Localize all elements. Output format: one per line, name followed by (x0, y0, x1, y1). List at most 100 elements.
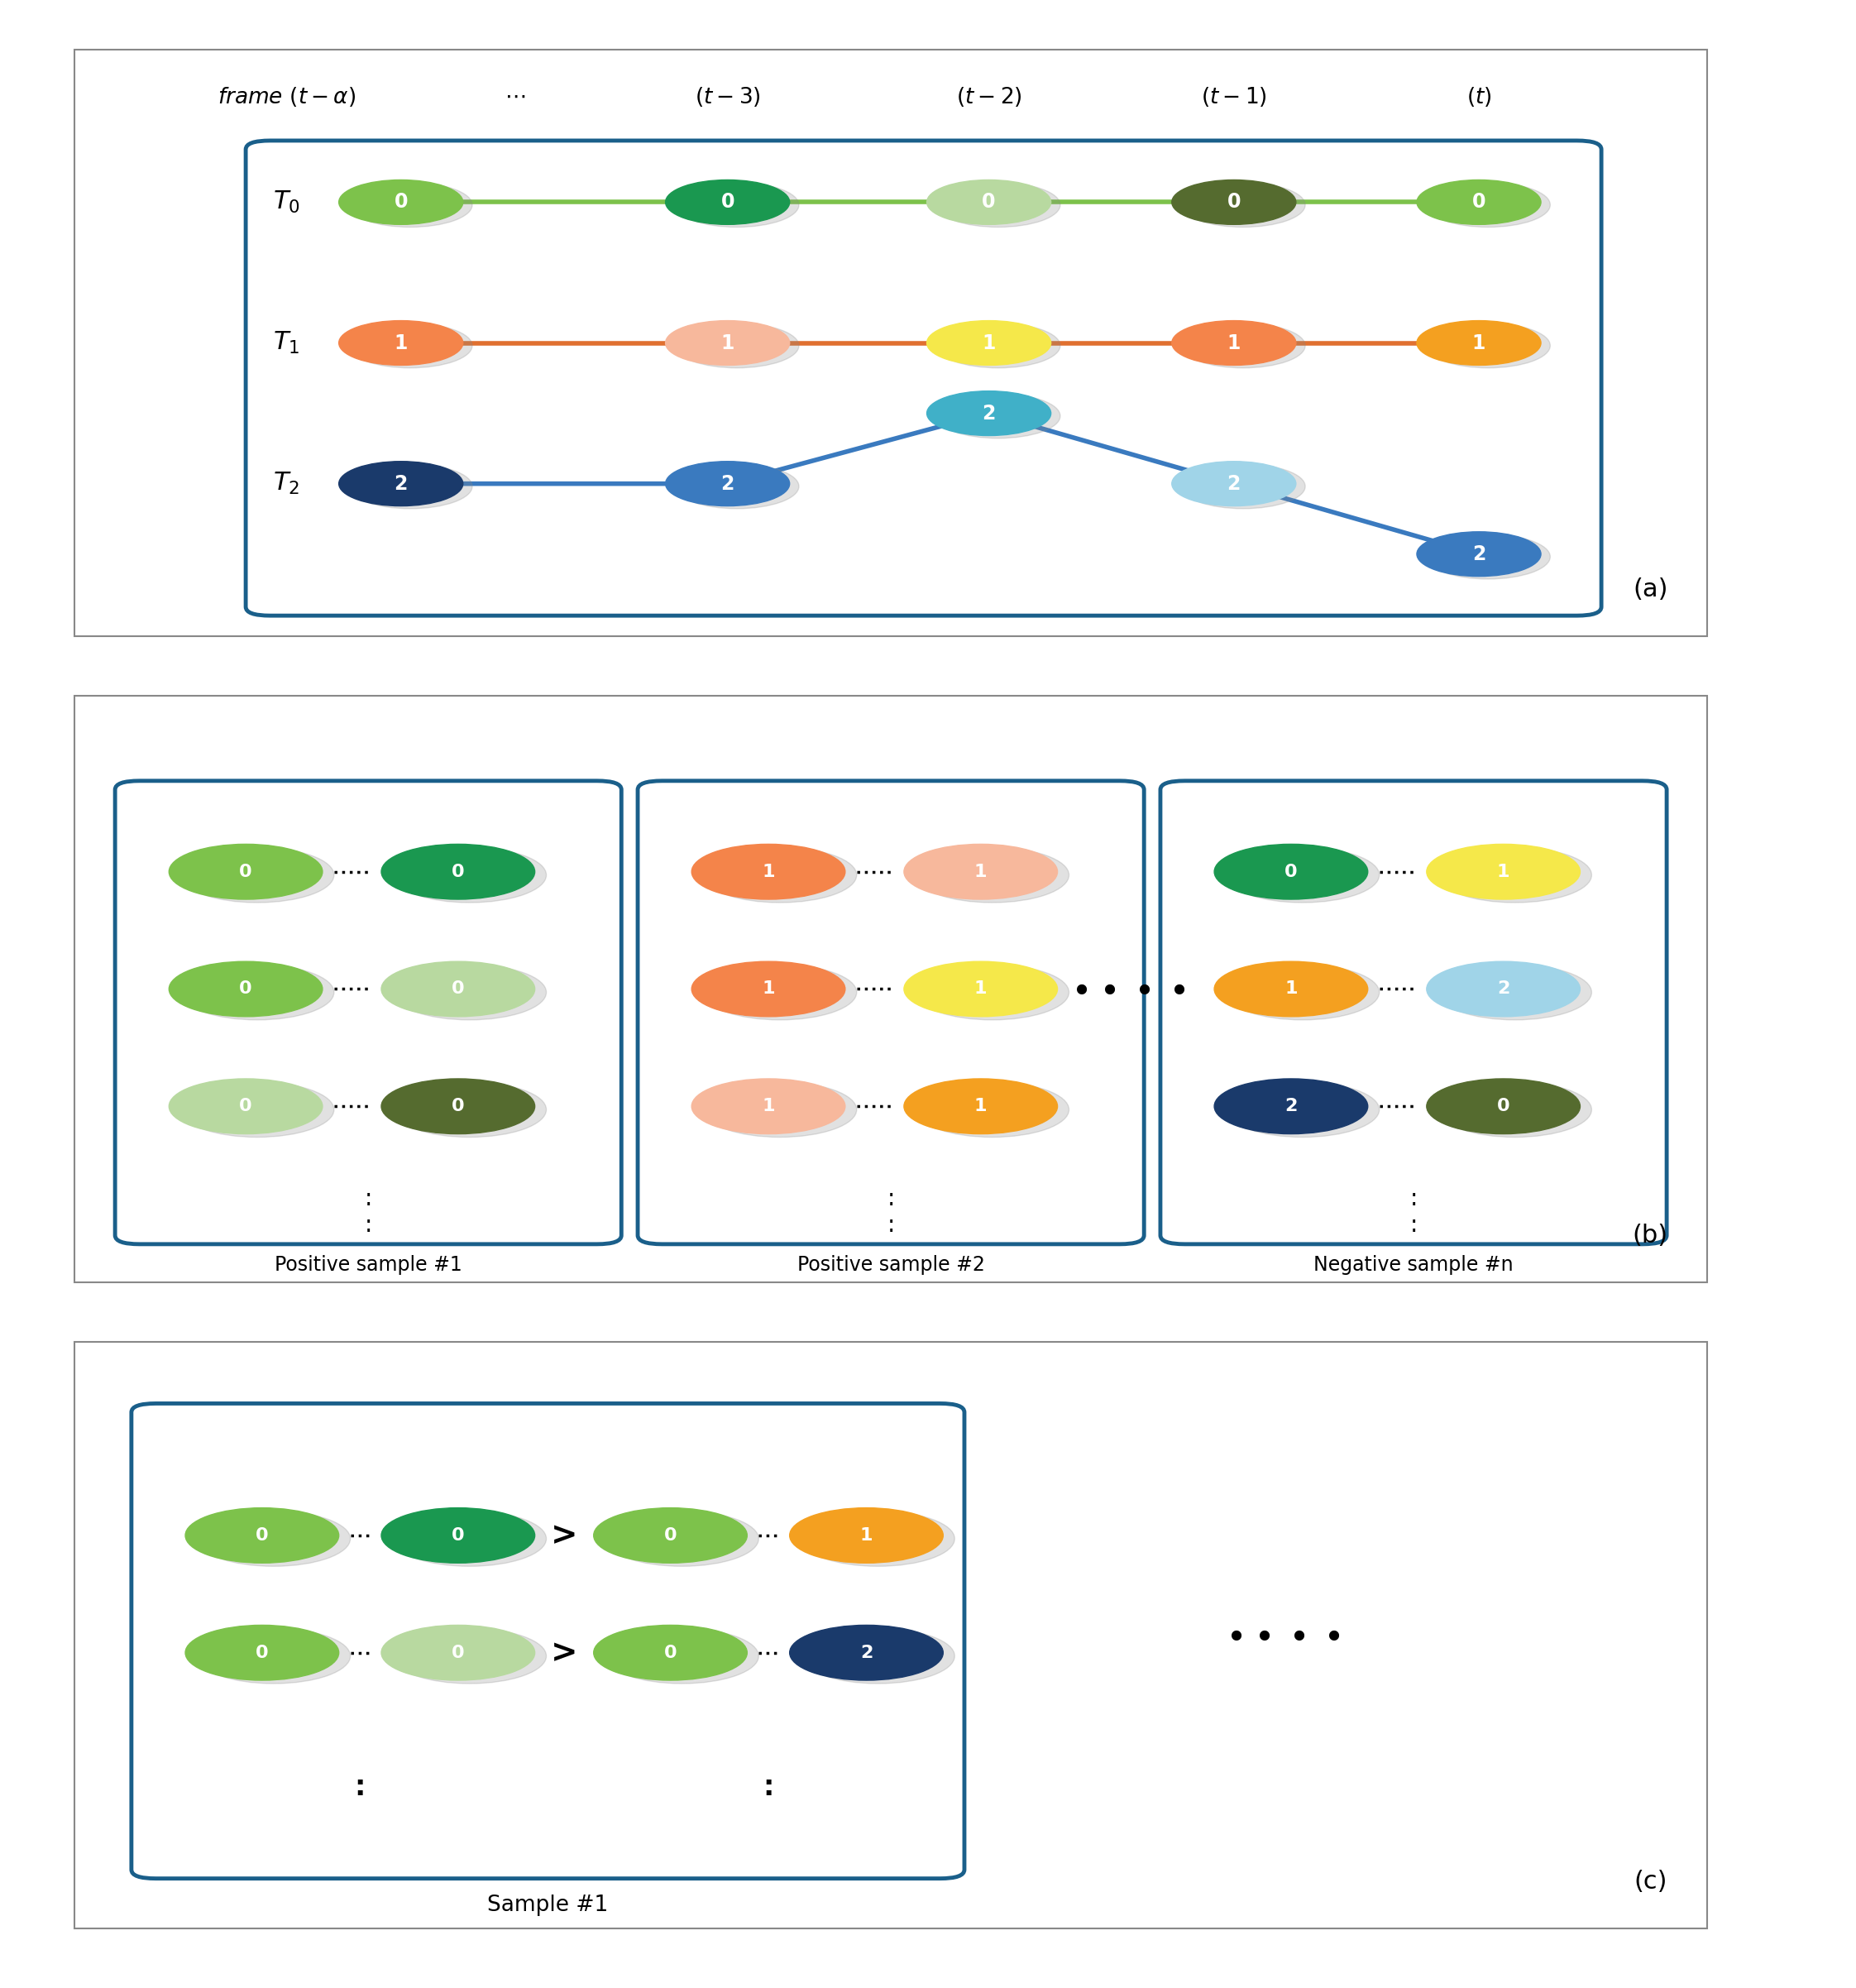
Text: $(t-1)$: $(t-1)$ (1201, 85, 1268, 107)
Text: 0: 0 (664, 1644, 677, 1662)
Text: :
:: : : (887, 1187, 895, 1237)
Circle shape (393, 847, 546, 903)
Text: $(t-2)$: $(t-2)$ (956, 85, 1023, 107)
Circle shape (802, 1511, 954, 1567)
Text: 1: 1 (720, 334, 735, 352)
Circle shape (1225, 847, 1379, 903)
Circle shape (1438, 847, 1592, 903)
Circle shape (676, 463, 798, 509)
Text: Positive sample #1: Positive sample #1 (275, 1254, 462, 1274)
Text: 1: 1 (1284, 980, 1297, 998)
FancyBboxPatch shape (115, 781, 622, 1244)
Text: $T_2$: $T_2$ (273, 471, 301, 497)
Circle shape (1214, 1079, 1368, 1133)
Circle shape (340, 179, 462, 225)
Text: 0: 0 (1227, 193, 1240, 213)
Circle shape (692, 962, 844, 1016)
Text: $(t-3)$: $(t-3)$ (694, 85, 761, 107)
Text: 1: 1 (974, 1097, 987, 1115)
Text: (b): (b) (1633, 1223, 1669, 1246)
Text: 1: 1 (1227, 334, 1240, 352)
Text: 2: 2 (720, 473, 735, 493)
Circle shape (605, 1628, 759, 1684)
Text: 0: 0 (982, 193, 995, 213)
Circle shape (802, 1628, 954, 1684)
Circle shape (197, 1511, 351, 1567)
Circle shape (692, 845, 844, 899)
Text: Sample #1: Sample #1 (488, 1895, 609, 1916)
Circle shape (1214, 962, 1368, 1016)
Text: >: > (551, 1519, 577, 1551)
Circle shape (926, 392, 1050, 435)
Circle shape (393, 1511, 546, 1567)
Circle shape (789, 1507, 943, 1563)
Circle shape (349, 183, 471, 227)
Circle shape (1425, 535, 1550, 579)
Circle shape (676, 183, 798, 227)
Text: 1: 1 (763, 980, 774, 998)
Circle shape (340, 461, 462, 507)
Text: 1: 1 (974, 863, 987, 881)
Circle shape (186, 1507, 340, 1563)
Text: 2: 2 (1227, 473, 1240, 493)
Circle shape (926, 320, 1050, 366)
Circle shape (926, 179, 1050, 225)
Circle shape (380, 1079, 535, 1133)
Text: :
:: : : (364, 1187, 371, 1237)
Text: $(t)$: $(t)$ (1466, 85, 1492, 107)
Circle shape (380, 1507, 535, 1563)
Circle shape (349, 324, 471, 368)
FancyBboxPatch shape (1160, 781, 1667, 1244)
Text: 1: 1 (1472, 334, 1485, 352)
Text: 0: 0 (451, 1097, 464, 1115)
Text: 0: 0 (451, 980, 464, 998)
Text: 1: 1 (763, 863, 774, 881)
Text: 2: 2 (1498, 980, 1509, 998)
Text: $T_0$: $T_0$ (273, 189, 301, 215)
Circle shape (1427, 1079, 1579, 1133)
Circle shape (1425, 183, 1550, 227)
Circle shape (380, 845, 535, 899)
Text: 2: 2 (1472, 545, 1485, 565)
Circle shape (915, 1081, 1069, 1137)
Text: 2: 2 (393, 473, 408, 493)
Circle shape (393, 1081, 546, 1137)
FancyBboxPatch shape (74, 1342, 1708, 1928)
Circle shape (1171, 461, 1295, 507)
Circle shape (703, 964, 857, 1020)
Circle shape (915, 964, 1069, 1020)
Text: 2: 2 (859, 1644, 872, 1662)
Circle shape (789, 1624, 943, 1680)
Text: $\cdots$: $\cdots$ (505, 85, 525, 107)
Circle shape (180, 847, 334, 903)
Circle shape (1225, 964, 1379, 1020)
Text: (c): (c) (1633, 1869, 1667, 1893)
Circle shape (349, 463, 471, 509)
Circle shape (1425, 324, 1550, 368)
Text: 0: 0 (239, 980, 252, 998)
Circle shape (1438, 964, 1592, 1020)
Text: 0: 0 (1284, 863, 1297, 881)
Circle shape (169, 845, 323, 899)
Text: 1: 1 (859, 1527, 872, 1545)
Text: $\mathit{frame}\ (t-\alpha)$: $\mathit{frame}\ (t-\alpha)$ (217, 85, 356, 107)
Text: 0: 0 (720, 193, 735, 213)
Text: >: > (551, 1636, 577, 1668)
FancyBboxPatch shape (74, 50, 1708, 636)
Circle shape (1416, 179, 1540, 225)
Text: :
:: : : (1411, 1187, 1418, 1237)
Circle shape (1180, 463, 1305, 509)
Circle shape (666, 179, 789, 225)
Circle shape (1171, 179, 1295, 225)
Text: 2: 2 (1284, 1097, 1297, 1115)
Circle shape (904, 1079, 1058, 1133)
Circle shape (393, 964, 546, 1020)
FancyBboxPatch shape (132, 1404, 965, 1879)
Text: 1: 1 (982, 334, 995, 352)
Circle shape (1416, 320, 1540, 366)
Circle shape (935, 183, 1060, 227)
Text: :: : (763, 1773, 774, 1801)
Circle shape (186, 1624, 340, 1680)
Text: Positive sample #2: Positive sample #2 (796, 1254, 986, 1274)
Circle shape (1171, 320, 1295, 366)
